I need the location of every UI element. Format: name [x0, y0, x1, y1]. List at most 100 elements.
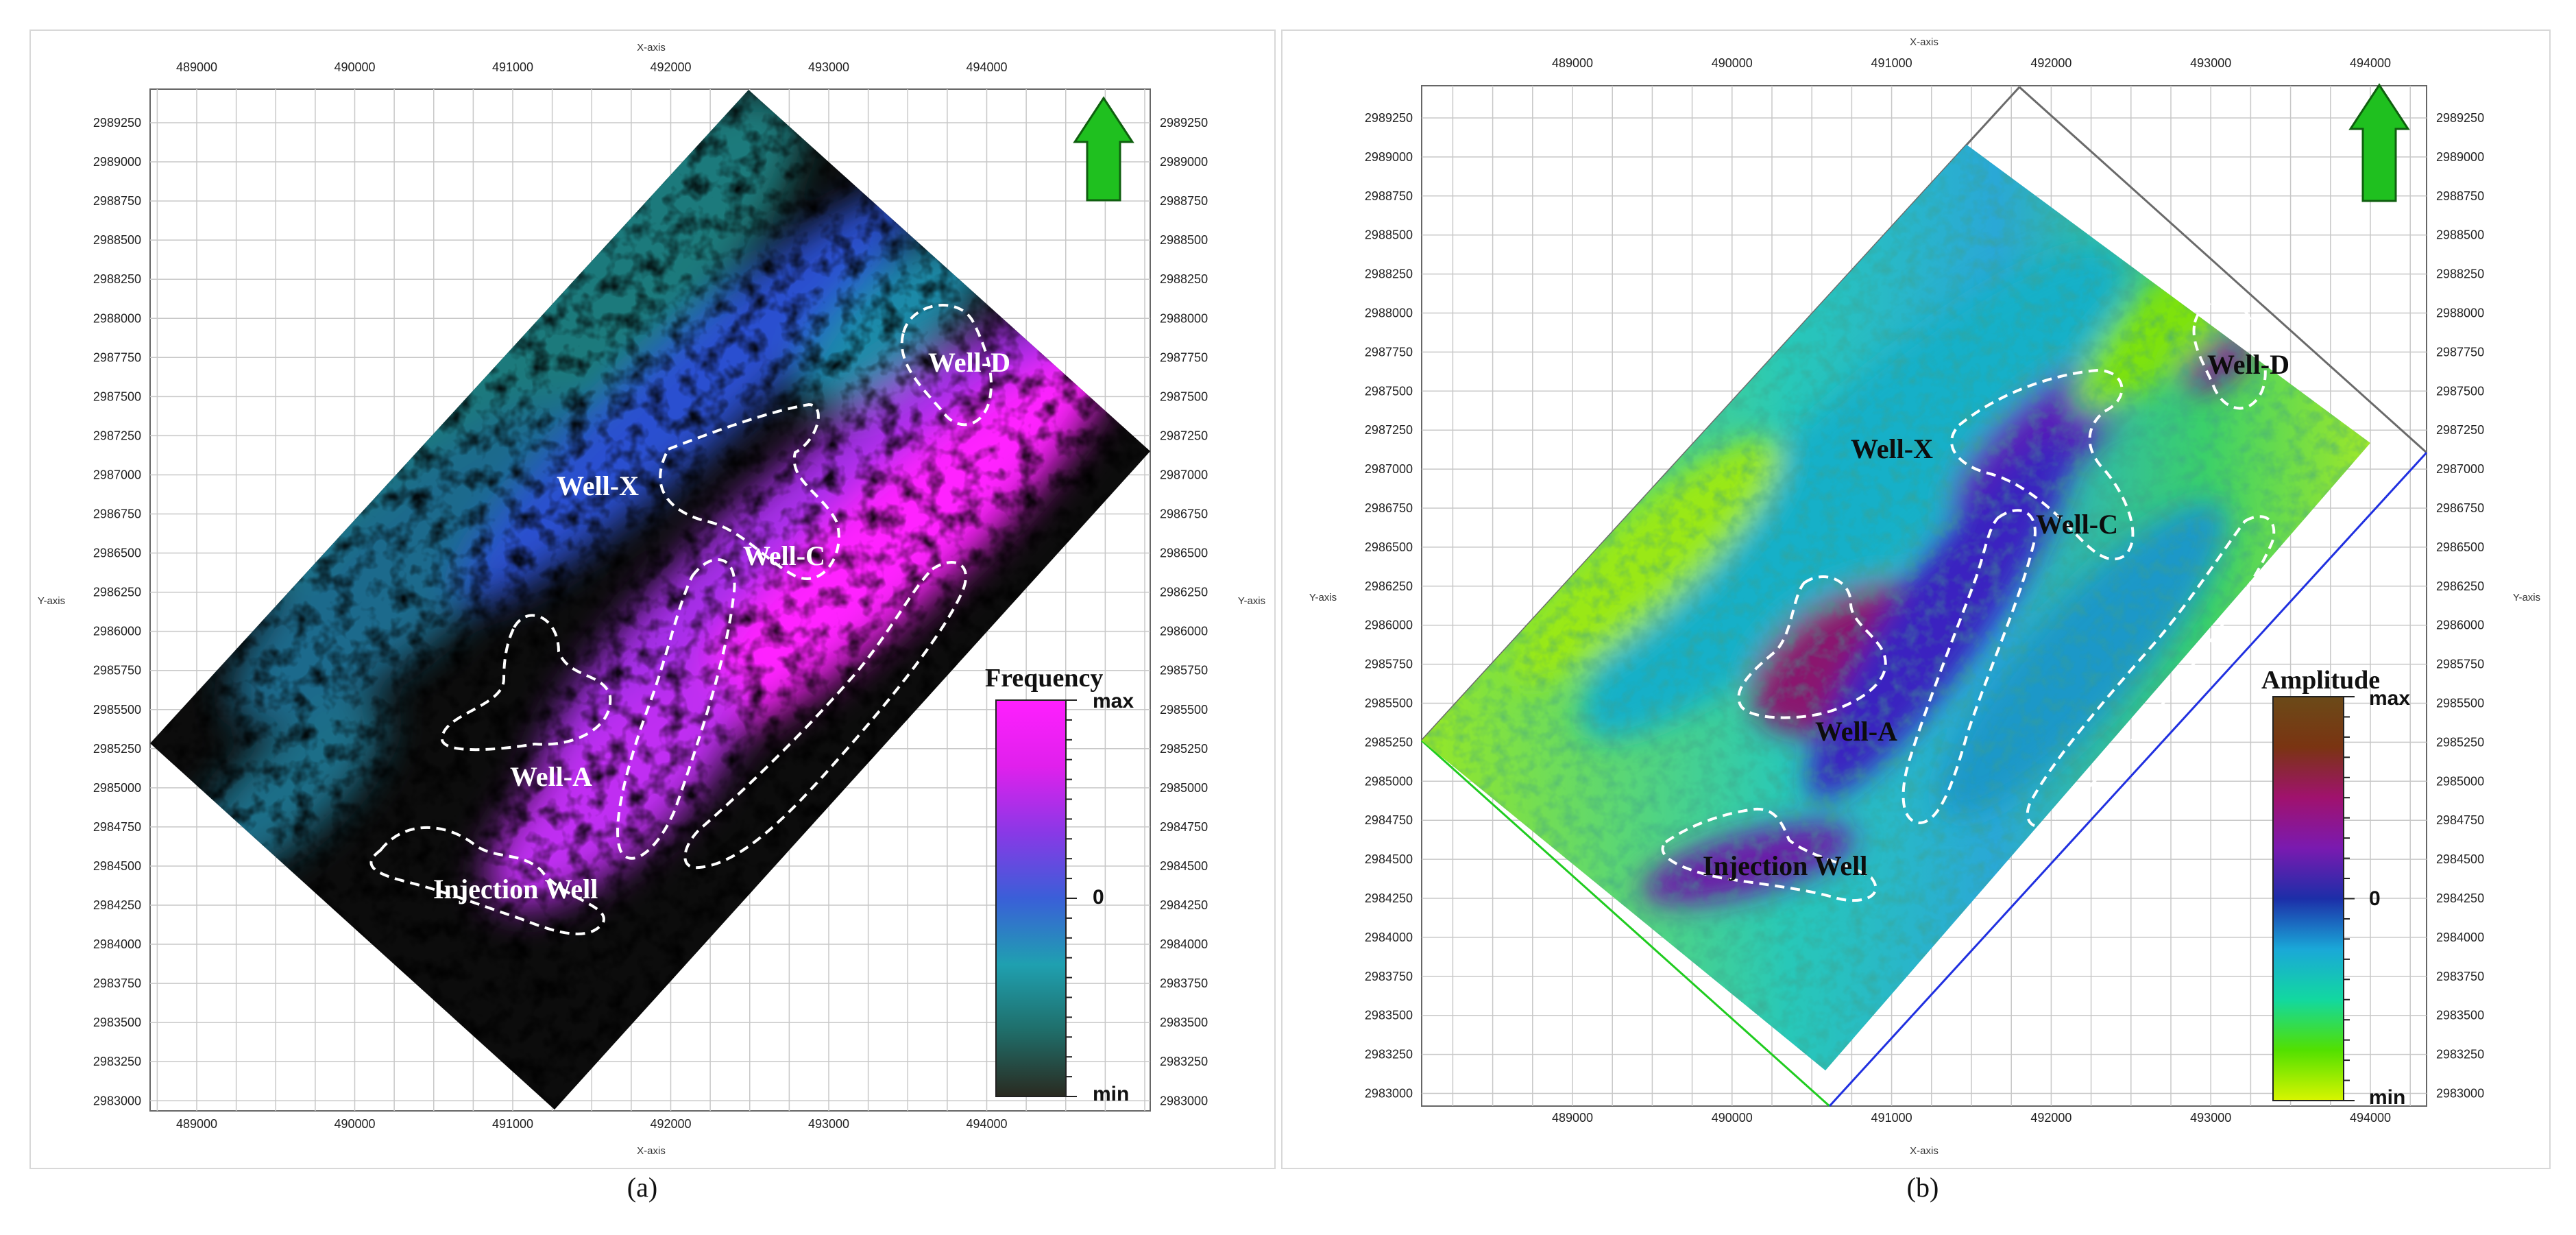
y-tick-label-right: 2985000: [2436, 774, 2484, 788]
y-tick-label-left: 2985750: [93, 664, 141, 678]
x-tick-label-bottom: 493000: [808, 1117, 849, 1131]
y-tick-label-right: 2989250: [1160, 116, 1208, 130]
y-tick-label-right: 2988500: [2436, 228, 2484, 242]
panel-b-colorbar-title: Amplitude: [2261, 666, 2380, 695]
y-tick-label-left: 2985250: [1365, 735, 1413, 749]
y-tick-label-right: 2986750: [1160, 507, 1208, 521]
x-tick-label-top: 494000: [2350, 56, 2391, 70]
panel-a-colorbar-bar: [995, 699, 1067, 1097]
x-tick-label-bottom: 494000: [2350, 1111, 2391, 1125]
panel-b-well-outlines: [1661, 300, 2276, 902]
panel-b-colorbar-ticks: [2344, 696, 2355, 1101]
y-tick-label-left: 2984250: [1365, 891, 1413, 905]
panel-a-tick-labels: 489000 489000 490000 490000 491000 491000 4920…: [93, 60, 1208, 1131]
panel-b-label-well-c: Well-C: [2036, 509, 2118, 540]
y-tick-label-left: 2983500: [1365, 1009, 1413, 1022]
y-tick-label-left: 2985000: [1365, 774, 1413, 788]
y-tick-label-left: 2983000: [93, 1094, 141, 1107]
panel-a-label-well-x: Well-X: [557, 470, 639, 501]
panel-b-y-axis-title-left: Y-axis: [1309, 592, 1337, 603]
y-tick-label-right: 2983750: [2436, 970, 2484, 983]
y-tick-label-right: 2985000: [1160, 781, 1208, 795]
north-arrow-icon: [2348, 83, 2410, 202]
y-tick-label-right: 2983500: [2436, 1009, 2484, 1022]
panel-b-north-arrow: [2348, 83, 2410, 202]
y-tick-label-left: 2988500: [93, 233, 141, 247]
y-tick-label-right: 2985500: [1160, 703, 1208, 717]
y-tick-label-left: 2983750: [93, 976, 141, 990]
panel-b-label-injection-well: Injection Well: [1703, 850, 1867, 881]
panel-b-colorbar-max: max: [2369, 687, 2410, 710]
y-tick-label-left: 2986750: [1365, 501, 1413, 515]
panel-b-colorbar: Amplitude max 0 min: [2261, 666, 2410, 1109]
y-tick-label-right: 2984000: [1160, 937, 1208, 951]
y-tick-label-left: 2987000: [1365, 462, 1413, 476]
y-tick-label-left: 2984000: [1365, 931, 1413, 944]
y-tick-label-right: 2985250: [1160, 742, 1208, 756]
panel-a-caption: (a): [627, 1172, 657, 1203]
y-tick-label-left: 2988750: [93, 194, 141, 208]
panel-a-colorbar-ticks: [1066, 699, 1077, 1097]
panel-b-label-well-x: Well-X: [1851, 433, 1933, 464]
panel-b-outline-top-right: [2018, 86, 2428, 454]
north-arrow-icon: [1073, 96, 1134, 202]
panel-b-tick-labels: 489000 489000 490000 490000 491000 491000 4920…: [1365, 56, 2484, 1125]
y-tick-label-right: 2985750: [2436, 658, 2484, 671]
y-tick-label-left: 2984250: [93, 898, 141, 912]
x-tick-label-top: 490000: [334, 60, 375, 74]
x-tick-label-bottom: 491000: [1871, 1111, 1912, 1125]
panel-b: Well-D Well-X Well-C Well-A Injection We…: [1281, 29, 2551, 1203]
y-tick-label-right: 2988500: [1160, 233, 1208, 247]
y-tick-label-right: 2988750: [1160, 194, 1208, 208]
panel-a-x-axis-title-top: X-axis: [637, 42, 666, 53]
y-tick-label-left: 2983750: [1365, 970, 1413, 983]
panel-a-colorbar-max: max: [1093, 690, 1134, 712]
x-tick-label-top: 493000: [808, 60, 849, 74]
x-tick-label-top: 492000: [2030, 56, 2071, 70]
y-tick-label-right: 2984500: [2436, 852, 2484, 866]
y-tick-label-right: 2984250: [1160, 898, 1208, 912]
y-tick-label-left: 2984500: [1365, 852, 1413, 866]
panel-a-label-well-c: Well-C: [743, 540, 825, 571]
x-tick-label-top: 492000: [650, 60, 691, 74]
panel-a-well-a-outline: [440, 614, 612, 752]
x-tick-label-top: 490000: [1712, 56, 1753, 70]
x-tick-label-top: 489000: [1552, 56, 1593, 70]
panel-b-well-x-outline: [1950, 368, 2135, 561]
x-tick-label-bottom: 492000: [2030, 1111, 2071, 1125]
y-tick-label-left: 2983250: [1365, 1048, 1413, 1062]
y-tick-label-left: 2985500: [93, 703, 141, 717]
y-tick-label-left: 2988000: [93, 311, 141, 325]
panel-a-label-well-d: Well-D: [928, 347, 1010, 378]
y-tick-label-right: 2986750: [2436, 501, 2484, 515]
y-tick-label-right: 2984750: [1160, 820, 1208, 834]
panel-b-y-axis-title-right: Y-axis: [2513, 592, 2540, 603]
y-tick-label-left: 2983250: [93, 1055, 141, 1068]
y-tick-label-left: 2985750: [1365, 658, 1413, 671]
panel-b-channel-1-outline: [1901, 509, 2037, 825]
panel-b-caption: (b): [1907, 1172, 1939, 1203]
y-tick-label-right: 2983000: [1160, 1094, 1208, 1107]
y-tick-label-right: 2986000: [2436, 619, 2484, 632]
y-tick-label-left: 2988250: [93, 272, 141, 286]
y-tick-label-left: 2989000: [93, 155, 141, 169]
y-tick-label-left: 2986500: [93, 547, 141, 560]
panel-b-label-well-a: Well-A: [1815, 716, 1897, 747]
y-tick-label-left: 2986250: [1365, 579, 1413, 593]
y-tick-label-right: 2988250: [2436, 267, 2484, 281]
x-tick-label-bottom: 492000: [650, 1117, 691, 1131]
panel-a-colorbar-mid: 0: [1093, 886, 1104, 909]
y-tick-label-right: 2987750: [1160, 350, 1208, 364]
y-tick-label-left: 2988500: [1365, 228, 1413, 242]
panel-a-colorbar-title: Frequency: [985, 664, 1103, 693]
panel-b-x-axis-title-bottom: X-axis: [1910, 1145, 1939, 1157]
y-tick-label-right: 2985500: [2436, 697, 2484, 710]
y-tick-label-right: 2989000: [2436, 150, 2484, 164]
panel-b-outline-bottom-right: [1828, 451, 2428, 1107]
x-tick-label-bottom: 490000: [1712, 1111, 1753, 1125]
y-tick-label-right: 2987250: [2436, 423, 2484, 437]
x-tick-label-bottom: 489000: [176, 1117, 217, 1131]
y-tick-label-left: 2983000: [1365, 1087, 1413, 1101]
panel-a-label-well-a: Well-A: [510, 761, 592, 792]
